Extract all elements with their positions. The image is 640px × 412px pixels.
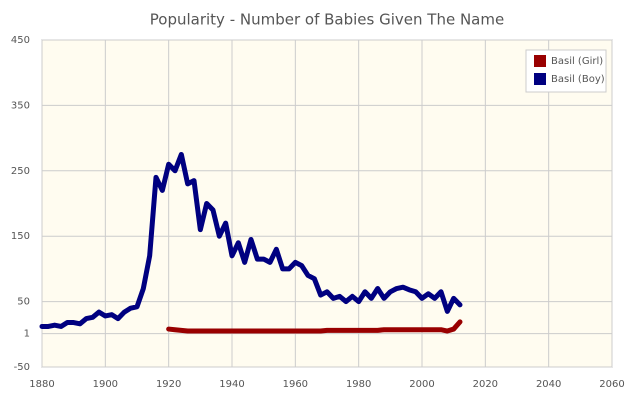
x-tick-label: 2060 <box>599 379 624 390</box>
y-tick-label: 250 <box>11 166 30 177</box>
plot-area <box>41 39 613 368</box>
x-tick-label: 2020 <box>473 379 498 390</box>
x-tick-label: 2000 <box>409 379 434 390</box>
y-tick-label: 50 <box>17 297 30 308</box>
chart-title: Popularity - Number of Babies Given The … <box>150 11 504 29</box>
x-tick-label: 1900 <box>93 379 118 390</box>
line-series <box>166 319 463 334</box>
legend-swatch <box>534 55 546 67</box>
x-tick-label: 1960 <box>283 379 308 390</box>
y-tick-label: 150 <box>11 231 30 242</box>
legend-label: Basil (Girl) <box>551 56 603 67</box>
y-tick-label: 450 <box>11 35 30 46</box>
x-tick-label: 1880 <box>29 379 54 390</box>
x-tick-label: 1940 <box>219 379 244 390</box>
x-tick-label: 2040 <box>536 379 561 390</box>
x-tick-label: 1980 <box>346 379 371 390</box>
legend-swatch <box>534 73 546 85</box>
y-tick-label: 350 <box>11 100 30 111</box>
x-tick-label: 1920 <box>156 379 181 390</box>
y-tick-label: 1 <box>24 329 30 340</box>
line-series <box>39 151 463 329</box>
y-tick-label: -50 <box>14 362 30 373</box>
legend-label: Basil (Boy) <box>551 74 605 85</box>
